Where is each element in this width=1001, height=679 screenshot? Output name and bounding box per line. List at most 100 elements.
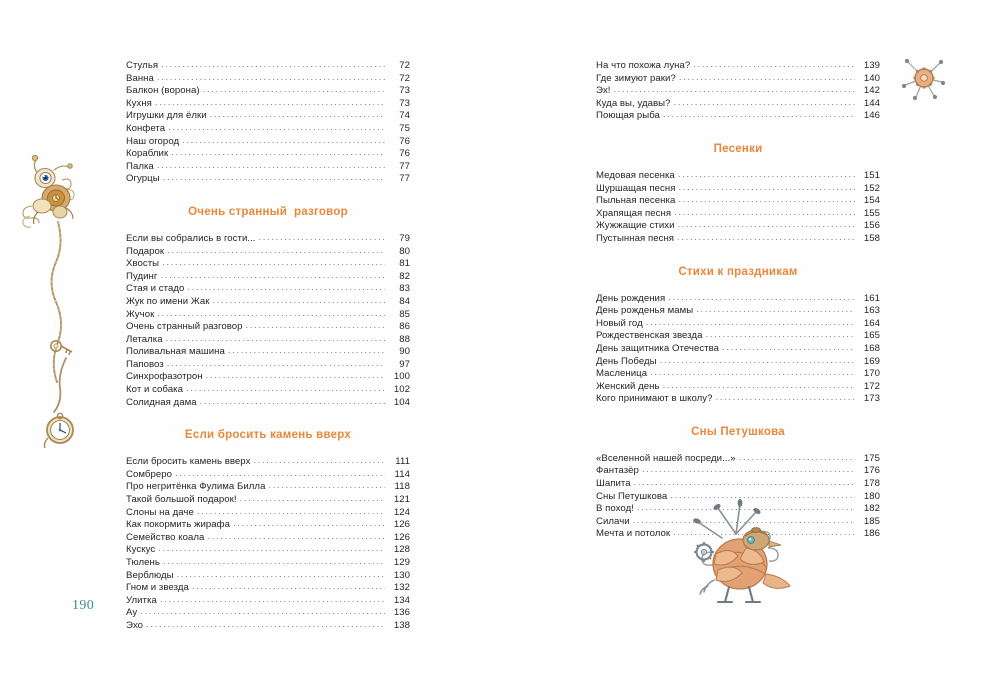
toc-entry[interactable]: Пыльная песенка 154	[596, 195, 880, 208]
toc-entry-page: 172	[863, 380, 880, 392]
toc-entry[interactable]: Силачи 185	[596, 516, 880, 529]
toc-entry[interactable]: Новый год 164	[596, 318, 880, 331]
toc-entry-title: Кот и собака	[126, 384, 183, 396]
toc-entry-title: Медовая песенка	[596, 169, 675, 181]
toc-entry[interactable]: Стулья 72	[126, 60, 410, 73]
toc-entry[interactable]: Медовая песенка 151	[596, 170, 880, 183]
toc-entry[interactable]: День рожденья мамы 163	[596, 305, 880, 318]
toc-entry-title: Верблюды	[126, 569, 174, 581]
toc-entry[interactable]: Хвосты 81	[126, 258, 410, 271]
toc-entry[interactable]: Если вы собрались в гости... 79	[126, 233, 410, 246]
toc-entry[interactable]: Пудинг 82	[126, 271, 410, 284]
toc-leader-dots	[177, 572, 385, 582]
toc-entry[interactable]: День Победы 169	[596, 356, 880, 369]
toc-entry[interactable]: Храпящая песня 155	[596, 208, 880, 221]
toc-entry[interactable]: Такой большой подарок! 121	[126, 494, 410, 507]
toc-entry[interactable]: Верблюды 130	[126, 570, 410, 583]
toc-entry-page: 79	[399, 232, 410, 244]
toc-entry[interactable]: Семейство коала 126	[126, 532, 410, 545]
toc-entry[interactable]: Кого принимают в школу? 173	[596, 393, 880, 406]
toc-entry[interactable]: Жужжащие стихи 156	[596, 220, 880, 233]
toc-entry[interactable]: Шапита 178	[596, 478, 880, 491]
section-spacer	[126, 409, 410, 429]
toc-leader-dots	[158, 547, 385, 557]
toc-entry[interactable]: Как покормить жирафа 126	[126, 519, 410, 532]
toc-entry-title: Про негритёнка Фулима Билла	[126, 481, 266, 493]
toc-entry[interactable]: «Вселенной нашей посреди...» 175	[596, 453, 880, 466]
section-spacer	[596, 439, 880, 453]
toc-entry[interactable]: Леталка 88	[126, 334, 410, 347]
toc-entry[interactable]: Жук по имени Жак 84	[126, 296, 410, 309]
toc-entry[interactable]: Солидная дама 104	[126, 397, 410, 410]
toc-entry[interactable]: Сомбреро 114	[126, 469, 410, 482]
toc-entry-title: Такой большой подарок!	[126, 494, 237, 506]
toc-entry-title: Слоны на даче	[126, 506, 194, 518]
toc-entry[interactable]: Кухня 73	[126, 98, 410, 111]
toc-entry-title: Фантазёр	[596, 465, 639, 477]
toc-entry[interactable]: Кораблик 76	[126, 148, 410, 161]
toc-entry[interactable]: Слоны на даче 124	[126, 507, 410, 520]
toc-entry[interactable]: Поливальная машина 90	[126, 346, 410, 359]
toc-entry[interactable]: Улитка 134	[126, 595, 410, 608]
toc-entry[interactable]: Поющая рыба 146	[596, 110, 880, 123]
toc-entry[interactable]: Конфета 75	[126, 123, 410, 136]
toc-leader-dots	[739, 455, 855, 465]
toc-leader-dots	[678, 173, 855, 183]
toc-leader-dots	[678, 198, 855, 208]
toc-entry-page: 152	[863, 182, 880, 194]
toc-entry-page: 176	[863, 465, 880, 477]
toc-entry[interactable]: Огурцы 77	[126, 173, 410, 186]
toc-leader-dots	[696, 308, 855, 318]
toc-entry[interactable]: Кот и собака 102	[126, 384, 410, 397]
toc-entry[interactable]: Куда вы, удавы? 144	[596, 98, 880, 111]
toc-entry[interactable]: Ау 136	[126, 607, 410, 620]
toc-entry-page: 175	[863, 452, 880, 464]
toc-entry[interactable]: Кускус 128	[126, 544, 410, 557]
toc-entry[interactable]: Масленица 170	[596, 368, 880, 381]
toc-entry[interactable]: Про негритёнка Фулима Билла 118	[126, 481, 410, 494]
toc-entry[interactable]: В поход! 182	[596, 503, 880, 516]
toc-entry-page: 136	[393, 607, 410, 619]
toc-entry[interactable]: Игрушки для ёлки 74	[126, 110, 410, 123]
toc-entry-page: 82	[399, 270, 410, 282]
toc-entry[interactable]: Палка 77	[126, 161, 410, 174]
toc-entry[interactable]: Женский день 172	[596, 381, 880, 394]
toc-entry[interactable]: День рождения 161	[596, 293, 880, 306]
toc-entry[interactable]: Тюлень 129	[126, 557, 410, 570]
toc-leader-dots	[163, 176, 385, 186]
toc-entry[interactable]: Если бросить камень вверх 111	[126, 456, 410, 469]
toc-entry[interactable]: Где зимуют раки? 140	[596, 73, 880, 86]
toc-entry[interactable]: Фантазёр 176	[596, 465, 880, 478]
toc-entry[interactable]: Очень странный разговор 86	[126, 321, 410, 334]
toc-leader-dots	[187, 286, 385, 296]
toc-entry[interactable]: Синхрофазотрон 100	[126, 371, 410, 384]
toc-entry[interactable]: На что похожа луна? 139	[596, 60, 880, 73]
toc-entry-page: 81	[399, 258, 410, 270]
toc-entry[interactable]: Ванна 72	[126, 73, 410, 86]
toc-entry[interactable]: Пустынная песня 158	[596, 233, 880, 246]
toc-entry[interactable]: Жучок 85	[126, 309, 410, 322]
toc-entry[interactable]: Стая и стадо 83	[126, 283, 410, 296]
toc-entry[interactable]: Подарок 80	[126, 246, 410, 259]
toc-entry-page: 97	[399, 358, 410, 370]
toc-entry[interactable]: Наш огород 76	[126, 136, 410, 149]
toc-entry[interactable]: Паповоз 97	[126, 359, 410, 372]
toc-leader-dots	[175, 471, 385, 481]
toc-entry[interactable]: Рождественская звезда 165	[596, 330, 880, 343]
toc-entry-title: Жук по имени Жак	[126, 295, 210, 307]
toc-entry[interactable]: Шуршащая песня 152	[596, 183, 880, 196]
toc-leader-dots	[171, 151, 385, 161]
toc-entry[interactable]: Эх! 142	[596, 85, 880, 98]
toc-entry[interactable]: Балкон (ворона) 73	[126, 85, 410, 98]
toc-entry-page: 72	[399, 60, 410, 71]
toc-leader-dots	[673, 100, 855, 110]
toc-leader-dots	[240, 497, 385, 507]
toc-entry[interactable]: Гном и звезда 132	[126, 582, 410, 595]
toc-entry[interactable]: Эхо 138	[126, 620, 410, 633]
toc-leader-dots	[203, 88, 385, 98]
toc-entry[interactable]: День защитника Отечества 168	[596, 343, 880, 356]
toc-entry[interactable]: Сны Петушкова 180	[596, 491, 880, 504]
toc-leader-dots	[161, 63, 385, 73]
toc-entry-page: 128	[393, 544, 410, 556]
toc-entry[interactable]: Мечта и потолок 186	[596, 528, 880, 541]
